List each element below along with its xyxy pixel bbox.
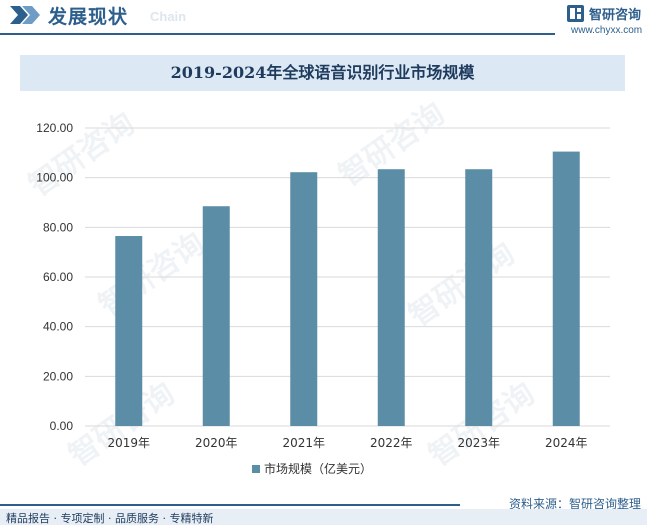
x-tick-label: 2020年 xyxy=(195,436,238,450)
bar xyxy=(465,169,493,426)
header: 发展现状 Chain 智研咨询 www.chyxx.com xyxy=(0,0,647,36)
x-tick-label: 2024年 xyxy=(545,436,588,450)
data-source: 资料来源：智研咨询整理 xyxy=(508,497,641,511)
footer-divider xyxy=(0,504,460,506)
x-tick-label: 2021年 xyxy=(282,436,325,450)
bar xyxy=(377,169,405,426)
bar-chart: 0.00 20.00 40.00 60.00 80.00 100.00 120.00 2019… xyxy=(36,121,610,450)
bar xyxy=(552,151,580,426)
x-tick-label: 2019年 xyxy=(107,436,150,450)
brand-name: 智研咨询 xyxy=(589,8,642,23)
chart-title-band: 2019-2024年全球语音识别行业市场规模 xyxy=(20,55,625,91)
x-tick-label: 2023年 xyxy=(457,436,500,450)
chart-legend: 市场规模（亿美元） xyxy=(252,460,372,477)
footer-bar: 精品报告 · 专项定制 · 品质服务 · 专精特新 xyxy=(0,509,647,525)
section-title: 发展现状 xyxy=(48,6,129,28)
y-tick-label: 40.00 xyxy=(43,320,73,334)
brand-logo-icon xyxy=(567,5,584,22)
y-tick-label: 60.00 xyxy=(43,270,73,284)
x-tick-label: 2022年 xyxy=(370,436,413,450)
legend-swatch xyxy=(252,464,260,473)
bar xyxy=(115,236,143,426)
brand-url: www.chyxx.com xyxy=(571,25,643,36)
header-divider xyxy=(0,33,555,35)
chart-title: 2019-2024年全球语音识别行业市场规模 xyxy=(170,63,475,82)
legend-label: 市场规模（亿美元） xyxy=(264,462,373,476)
y-tick-label: 20.00 xyxy=(43,369,73,383)
section-subtitle: Chain xyxy=(150,9,187,24)
double-chevron-icon xyxy=(10,6,40,24)
footer-tagline: 精品报告 · 专项定制 · 品质服务 · 专精特新 xyxy=(6,512,214,525)
y-tick-label: 80.00 xyxy=(43,220,73,234)
y-tick-label: 0.00 xyxy=(50,419,74,433)
y-tick-label: 100.00 xyxy=(36,171,73,185)
bar xyxy=(290,172,318,426)
bar xyxy=(202,206,230,426)
y-tick-label: 120.00 xyxy=(36,121,73,135)
